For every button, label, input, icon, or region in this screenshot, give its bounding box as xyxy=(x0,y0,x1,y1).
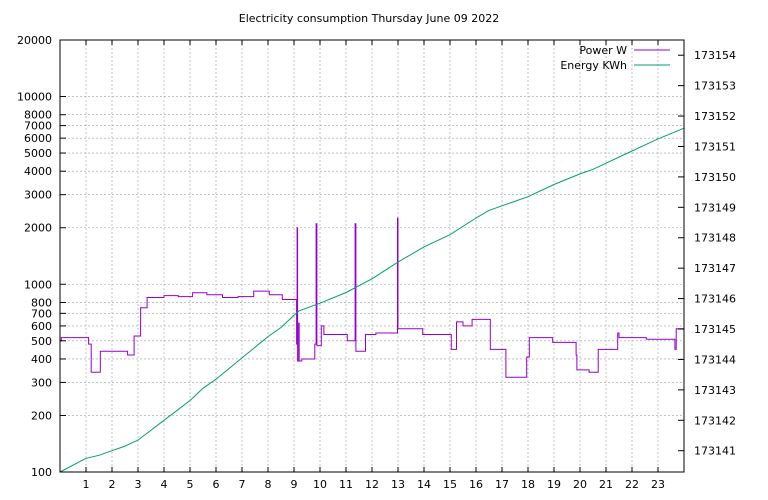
y2-tick-label: 173154 xyxy=(694,49,736,62)
x-tick-label: 14 xyxy=(417,478,431,491)
x-tick-label: 4 xyxy=(161,478,168,491)
y-tick-label: 400 xyxy=(31,353,52,366)
y-tick-label: 500 xyxy=(31,335,52,348)
y-tick-label: 1000 xyxy=(24,278,52,291)
y-tick-label: 20000 xyxy=(17,34,52,47)
x-tick-label: 7 xyxy=(239,478,246,491)
grid xyxy=(60,40,684,472)
x-tick-label: 1 xyxy=(83,478,90,491)
series-line-0 xyxy=(60,217,684,378)
y-tick-label: 7000 xyxy=(24,120,52,133)
series-layer xyxy=(59,127,685,473)
legend: Power W Energy KWh xyxy=(560,44,670,72)
x-tick-label: 9 xyxy=(291,478,298,491)
chart-title: Electricity consumption Thursday June 09… xyxy=(239,12,499,25)
y-tick-label: 6000 xyxy=(24,132,52,145)
y-tick-label: 8000 xyxy=(24,109,52,122)
legend-label: Energy KWh xyxy=(560,59,627,72)
y-tick-label: 3000 xyxy=(24,189,52,202)
x-tick-label: 18 xyxy=(521,478,535,491)
y-tick-label: 600 xyxy=(31,320,52,333)
x-tick-label: 16 xyxy=(469,478,483,491)
x-tick-label: 13 xyxy=(391,478,405,491)
y2-tick-label: 173142 xyxy=(694,414,736,427)
y-tick-label: 10000 xyxy=(17,91,52,104)
x-tick-label: 17 xyxy=(495,478,509,491)
y2-tick-label: 173145 xyxy=(694,323,736,336)
x-tick-label: 23 xyxy=(651,478,665,491)
x-tick-label: 5 xyxy=(187,478,194,491)
x-tick-label: 8 xyxy=(265,478,272,491)
y-tick-label: 300 xyxy=(31,376,52,389)
y2-tick-label: 173146 xyxy=(694,293,736,306)
x-tick-label: 12 xyxy=(365,478,379,491)
x-tick-label: 11 xyxy=(339,478,353,491)
y-tick-label: 100 xyxy=(31,466,52,479)
y-tick-label: 5000 xyxy=(24,147,52,160)
y2-tick-label: 173152 xyxy=(694,110,736,123)
series-line-1 xyxy=(59,127,685,473)
legend-label: Power W xyxy=(579,44,627,57)
y2-tick-label: 173148 xyxy=(694,232,736,245)
x-tick-label: 15 xyxy=(443,478,457,491)
ticks: 1 2 3 4 5 6 7 8 9 10 11 12 13 14 15 16 17 18 19 20 21 22 23100… xyxy=(17,34,736,491)
y-tick-label: 700 xyxy=(31,307,52,320)
y-tick-label: 4000 xyxy=(24,165,52,178)
y-tick-label: 200 xyxy=(31,409,52,422)
y2-tick-label: 173153 xyxy=(694,80,736,93)
y-tick-label: 2000 xyxy=(24,222,52,235)
x-tick-label: 3 xyxy=(135,478,142,491)
y2-tick-label: 173151 xyxy=(694,140,736,153)
y2-tick-label: 173144 xyxy=(694,353,736,366)
y-tick-label: 800 xyxy=(31,296,52,309)
y2-tick-label: 173147 xyxy=(694,262,736,275)
y2-tick-label: 173141 xyxy=(694,445,736,458)
y2-tick-label: 173149 xyxy=(694,201,736,214)
x-tick-label: 21 xyxy=(599,478,613,491)
y2-tick-label: 173150 xyxy=(694,171,736,184)
x-tick-label: 20 xyxy=(573,478,587,491)
x-tick-label: 6 xyxy=(213,478,220,491)
x-tick-label: 22 xyxy=(625,478,639,491)
x-tick-label: 2 xyxy=(109,478,116,491)
x-tick-label: 10 xyxy=(313,478,327,491)
y2-tick-label: 173143 xyxy=(694,384,736,397)
x-tick-label: 19 xyxy=(547,478,561,491)
